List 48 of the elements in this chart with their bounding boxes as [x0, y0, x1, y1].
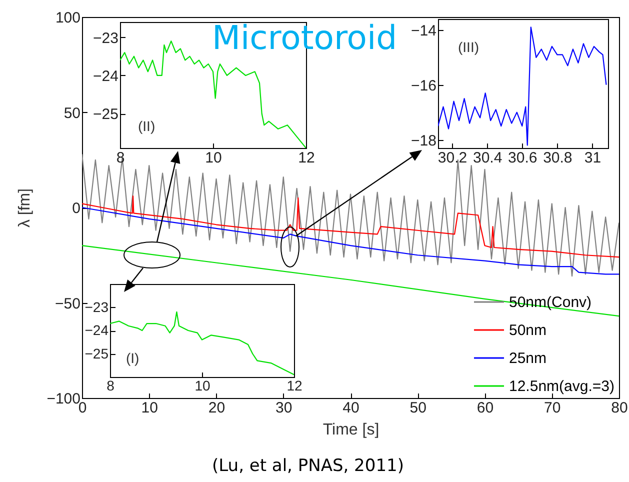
- y-tick-label: −25: [93, 106, 118, 124]
- y-tick-label: 100: [55, 10, 80, 26]
- line-series: [438, 26, 607, 146]
- x-tick-label: 12: [286, 378, 302, 394]
- x-tick-label: 30.8: [543, 150, 572, 166]
- y-tick-label: −100: [46, 390, 80, 408]
- annotation: (I): [126, 350, 140, 366]
- text: (Lu, et al, PNAS, 2011): [212, 456, 404, 476]
- y-tick-label: −50: [55, 295, 80, 312]
- y-tick-label: 0: [72, 200, 80, 217]
- legend-label: 25nm: [509, 350, 547, 367]
- x-tick-label: 40: [342, 400, 360, 416]
- x-axis-title: Time [s]: [322, 422, 380, 438]
- x-tick-label: 80: [611, 400, 628, 416]
- x-tick-label: 70: [544, 400, 561, 416]
- y-tick-label: −23: [84, 298, 109, 315]
- x-tick-label: 12: [298, 150, 315, 166]
- line-series: [82, 245, 619, 317]
- y-tick-label: −18: [411, 132, 436, 150]
- x-tick-label: 20: [208, 400, 226, 416]
- x-tick-label: 31: [584, 150, 602, 166]
- annotation: (III): [458, 39, 479, 55]
- x-tick-label: 60: [476, 400, 494, 416]
- legend-label: 12.5nm(avg.=3): [509, 378, 614, 395]
- x-tick-label: 10: [205, 150, 222, 166]
- x-tick-label: 8: [106, 378, 115, 394]
- legend-label: 50nm(Conv): [509, 294, 592, 311]
- y-tick-label: −25: [84, 345, 109, 362]
- y-tick-label: 50: [64, 104, 80, 122]
- x-tick-label: 30.2: [438, 150, 468, 166]
- line-series: [82, 154, 619, 277]
- legend-label: 50nm: [509, 322, 547, 339]
- line-series: [82, 206, 619, 275]
- y-tick-label: −24: [84, 322, 109, 338]
- x-tick-label: 10: [194, 378, 210, 394]
- x-tick-label: 8: [116, 150, 125, 166]
- y-tick-label: −24: [93, 68, 118, 85]
- y-tick-label: −16: [411, 77, 436, 94]
- y-axis-title: λ [fm]: [16, 188, 34, 228]
- x-tick-label: 10: [141, 400, 158, 416]
- annotation: (II): [138, 118, 156, 134]
- y-tick-label: −14: [411, 22, 436, 40]
- line-series: [110, 311, 294, 376]
- line-series: [82, 196, 619, 258]
- x-tick-label: 30.6: [508, 150, 538, 166]
- y-tick-label: −23: [93, 30, 118, 47]
- x-tick-label: 30.4: [472, 150, 502, 166]
- x-tick-label: 30: [276, 400, 292, 416]
